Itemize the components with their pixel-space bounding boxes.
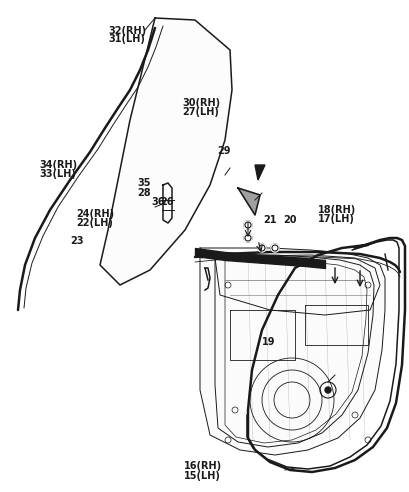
Text: 35: 35 xyxy=(137,178,151,188)
Text: 18(RH): 18(RH) xyxy=(317,205,355,215)
Text: 20: 20 xyxy=(283,215,296,225)
Circle shape xyxy=(324,387,330,393)
Text: 29: 29 xyxy=(217,146,230,156)
Text: 36: 36 xyxy=(151,197,164,207)
Text: 23: 23 xyxy=(70,236,84,246)
Text: 33(LH): 33(LH) xyxy=(39,169,76,179)
Text: 16(RH): 16(RH) xyxy=(183,461,221,471)
Circle shape xyxy=(243,221,252,229)
Circle shape xyxy=(257,244,265,252)
Polygon shape xyxy=(100,18,231,285)
Circle shape xyxy=(270,244,278,252)
Text: 31(LH): 31(LH) xyxy=(108,34,145,44)
Circle shape xyxy=(270,244,278,252)
Text: 34(RH): 34(RH) xyxy=(39,160,77,170)
Text: 17(LH): 17(LH) xyxy=(317,214,354,224)
Text: 27(LH): 27(LH) xyxy=(182,107,219,117)
Text: 15(LH): 15(LH) xyxy=(183,471,220,481)
Text: 24(RH): 24(RH) xyxy=(76,209,114,219)
Circle shape xyxy=(243,221,252,229)
Text: 28: 28 xyxy=(137,188,151,198)
Circle shape xyxy=(243,234,252,242)
Polygon shape xyxy=(237,188,259,215)
Polygon shape xyxy=(254,165,264,180)
Text: 26: 26 xyxy=(160,197,174,207)
Text: 19: 19 xyxy=(261,337,274,347)
Text: 30(RH): 30(RH) xyxy=(182,98,220,108)
Text: 21: 21 xyxy=(263,215,276,225)
Polygon shape xyxy=(200,248,384,455)
Text: 22(LH): 22(LH) xyxy=(76,218,112,228)
Text: 32(RH): 32(RH) xyxy=(108,26,146,35)
Circle shape xyxy=(243,234,252,242)
Circle shape xyxy=(257,244,265,252)
